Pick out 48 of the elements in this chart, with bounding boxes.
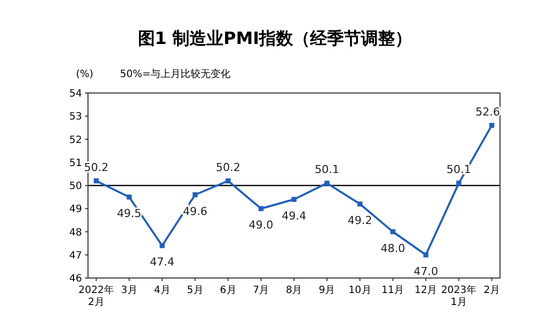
point [192,192,198,198]
data-label: 50.2 [216,160,240,174]
x-tick-label: 9月 [318,285,336,296]
data-label: 49.4 [282,209,306,222]
x-tick-label: 12月 [414,285,438,296]
x-tick-label: 7月 [252,285,270,296]
point [390,229,396,234]
data-label: 49.0 [248,218,274,232]
data-label: 47.0 [414,264,438,278]
point [489,122,494,128]
data-label: 49.2 [348,214,372,227]
y-tick-label: 49 [69,204,82,216]
x-tick-label: 2023年 1月 [441,284,477,308]
y-tick-label: 47 [69,250,82,262]
x-tick-label: 2022年 2月 [78,284,114,308]
x-tick-label: 5月 [186,285,204,296]
point [226,178,231,184]
x-tick-label: 8月 [286,285,302,296]
data-label: 50.1 [314,163,340,176]
data-label: 47.4 [150,256,174,269]
x-tick-label: 3月 [121,285,138,296]
point [456,180,462,186]
data-label: 49.5 [116,207,142,220]
data-label: 48.0 [380,242,406,255]
chart-title: 图1 制造业PMI指数（经季节调整） [138,29,412,49]
y-tick-label: 52 [69,134,82,146]
x-tick-label: 11月 [382,285,404,296]
point [324,180,330,186]
x-tick-label: 6月 [220,285,236,296]
y-tick-label: 54 [69,88,82,100]
point [357,202,362,206]
y-axis-title: (%) [76,69,94,80]
point [94,178,99,184]
point [423,252,428,258]
data-label: 52.6 [476,105,500,118]
text: 50%=与上月比较无变化 [120,68,231,80]
x-tick-label: 2月 [484,285,500,296]
x-tick-label: 10月 [348,285,372,296]
point [258,206,264,212]
y-tick-label: 46 [69,274,82,284]
point [292,196,296,202]
y-tick-label: 53 [69,112,82,123]
point [160,243,165,248]
y-tick-label: 48 [69,227,82,238]
y-tick-label: 50 [69,181,82,192]
point [126,194,132,200]
y-tick-label: 51 [69,158,82,169]
x-tick-label: 4月 [154,285,170,296]
